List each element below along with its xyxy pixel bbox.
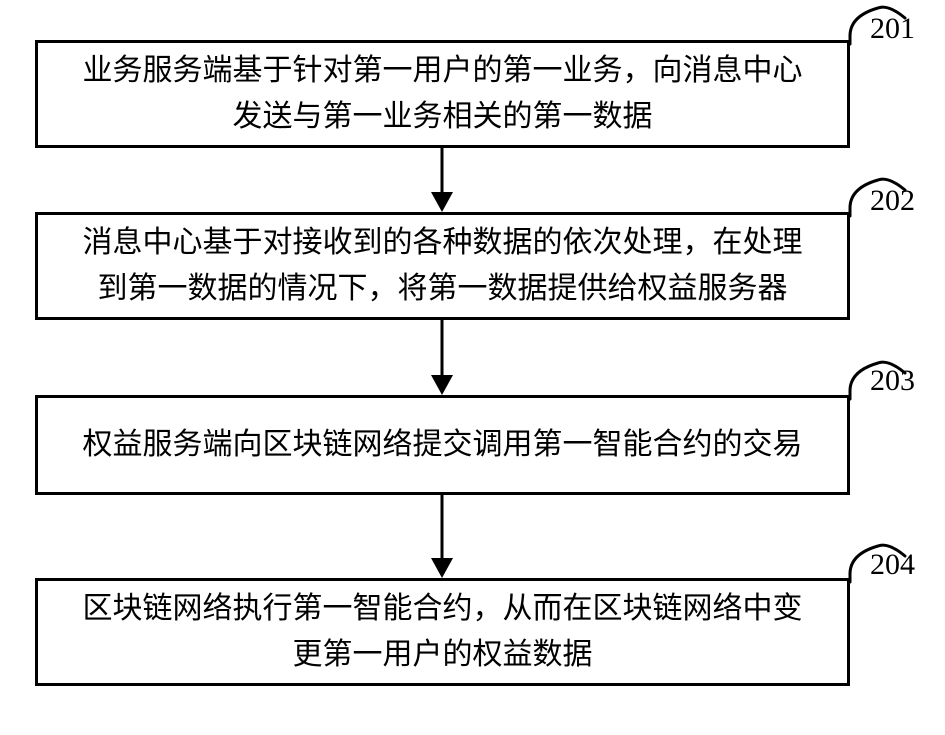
- flowchart-canvas: 业务服务端基于针对第一用户的第一业务，向消息中心 发送与第一业务相关的第一数据2…: [0, 0, 945, 735]
- flow-arrow: [0, 0, 945, 735]
